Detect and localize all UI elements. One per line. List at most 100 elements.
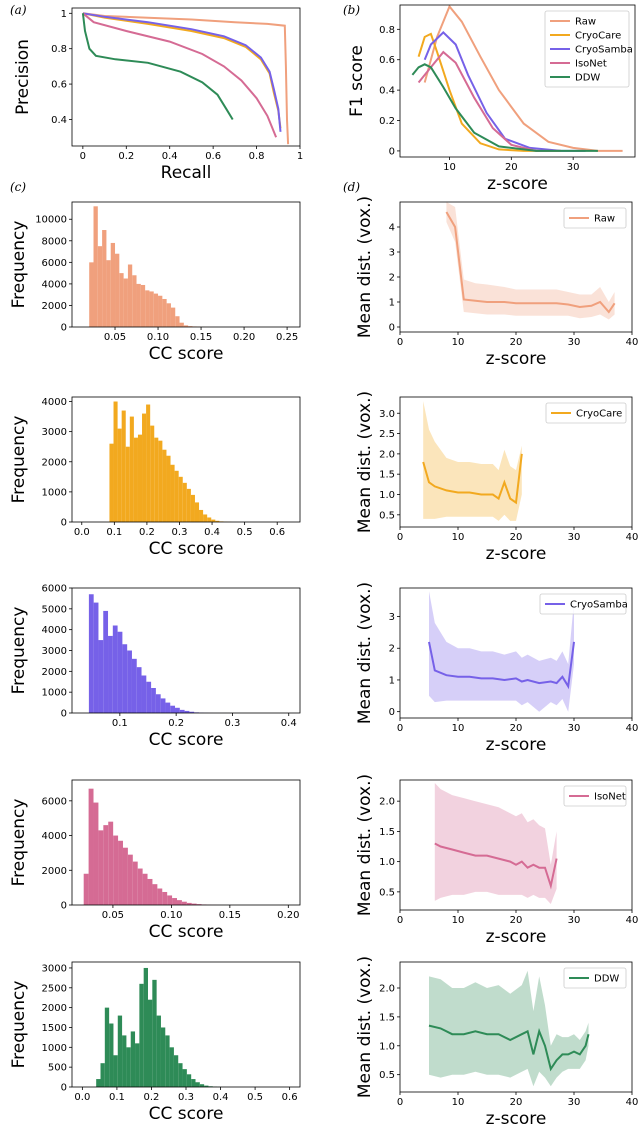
y-axis-label: Mean dist. (vox.) [355, 582, 375, 724]
axes-frame [71, 201, 301, 328]
histogram-bar [181, 901, 187, 905]
histogram-bar [93, 206, 98, 327]
x-tick-label: 0.10 [160, 910, 182, 921]
histogram-bar [166, 303, 171, 327]
series-line-raw [423, 4, 623, 152]
histogram-bar [189, 711, 195, 713]
x-tick-label: 0.4 [162, 151, 178, 162]
histogram-bar [141, 675, 147, 713]
histogram-bar [97, 246, 103, 327]
y-tick-label: 0 [389, 323, 395, 334]
x-tick-label: 20 [510, 915, 523, 926]
y-tick-label: 1.0 [379, 490, 395, 501]
x-tick-label: 10 [443, 162, 456, 173]
chart-hist-isonet: 0.05 0.10 0.15 0.20 0 2000 4000 6000 CC score Fre… [9, 779, 301, 942]
histogram-bar [152, 979, 157, 1087]
y-tick-label: 500 [48, 1063, 67, 1074]
histogram-bar [122, 847, 128, 905]
y-tick-label: 1.5 [379, 827, 395, 838]
x-tick-label: 40 [626, 1097, 639, 1108]
chart-hist-raw: 0.05 0.10 0.15 0.20 0.25 0 2000 4000 6000 8000 100… [9, 201, 301, 364]
histogram-bar [157, 888, 163, 905]
y-tick-label: 4 [389, 223, 395, 234]
histogram-bar [199, 509, 204, 522]
histogram-bar [117, 428, 122, 522]
x-tick-label: 1 [297, 151, 303, 162]
x-tick-label: 0.1 [106, 527, 122, 538]
x-tick-label: 0.2 [144, 1092, 160, 1103]
y-axis-label: F1 score [347, 45, 367, 117]
histogram-bar [175, 316, 180, 327]
y-tick-label: 2.0 [379, 449, 395, 460]
y-tick-label: 2000 [42, 1003, 67, 1014]
x-tick-label: 0.1 [109, 1092, 125, 1103]
y-tick-label: 3000 [42, 646, 67, 657]
x-tick-label: 20 [510, 532, 523, 543]
histogram-bar [136, 283, 141, 327]
y-tick-label: 0 [61, 1083, 67, 1094]
histogram-bar [169, 1047, 174, 1087]
histogram-bar [136, 667, 142, 713]
histogram-bar [89, 262, 94, 327]
histogram-bar [186, 1074, 192, 1087]
x-tick-label: 20 [510, 723, 523, 734]
histogram-bar [170, 464, 175, 522]
y-axis-label: Frequency [9, 981, 29, 1069]
histogram-bar [178, 476, 183, 522]
histogram-bar [170, 307, 176, 327]
histogram-bar [93, 602, 99, 713]
x-tick-label: 10 [452, 915, 465, 926]
legend-box [539, 593, 627, 615]
y-tick-label: 2000 [42, 301, 67, 312]
histogram-bar [153, 293, 159, 327]
histogram-bar [167, 895, 173, 905]
y-tick-label: 1.0 [379, 1041, 395, 1052]
x-tick-label: 20 [505, 162, 518, 173]
histogram-bar [190, 494, 195, 522]
axes-frame [71, 779, 301, 906]
histogram-bar [112, 625, 118, 713]
histogram-bar [147, 878, 153, 905]
x-tick-label: 40 [626, 915, 639, 926]
y-tick-label: 4000 [42, 279, 67, 290]
histogram-bar [174, 470, 179, 522]
y-tick-label: 0.8 [51, 44, 67, 55]
x-tick-label: 10 [452, 532, 465, 543]
histogram-bar [127, 854, 133, 905]
histogram-bar [108, 821, 114, 905]
histogram-bar [106, 260, 111, 327]
x-tick-label: 0 [397, 1097, 403, 1108]
x-tick-label: 0.6 [282, 1092, 298, 1103]
y-axis-label: Mean dist. (vox.) [355, 391, 375, 533]
histogram-bar [148, 999, 153, 1087]
x-tick-label: 10 [452, 723, 465, 734]
y-tick-label: 2000 [42, 667, 67, 678]
x-axis-label: z-score [486, 735, 547, 755]
y-tick-label: 4000 [42, 397, 67, 408]
mean-line [445, 211, 616, 314]
histogram-bar [122, 644, 128, 713]
chart-dist-ddw: 0 10 20 30 40 0.5 1.0 1.5 2.0 z-score Mean dist. (… [355, 956, 638, 1129]
y-axis-label: Frequency [9, 221, 29, 309]
y-tick-label: 1.5 [379, 1012, 395, 1023]
legend: DDW [563, 967, 627, 989]
x-axis-label: z-score [486, 1109, 547, 1129]
mean-line [422, 453, 523, 505]
histogram-bar [215, 520, 220, 522]
legend-label: CryoCare [576, 409, 622, 420]
legend-label: DDW [575, 73, 600, 84]
histogram-bar [160, 1027, 166, 1087]
histogram-bar [162, 298, 167, 327]
y-tick-label: 0.5 [379, 510, 395, 521]
histogram-bar [102, 230, 107, 327]
histogram-bar [123, 278, 128, 327]
legend-box [563, 207, 627, 229]
x-tick-label: 40 [626, 337, 639, 348]
histogram-bar [118, 840, 123, 905]
y-tick-label: 0.6 [379, 55, 395, 66]
histogram-bar [158, 295, 163, 327]
y-tick-label: 5000 [42, 604, 67, 615]
legend-label: Raw [575, 17, 596, 28]
histogram-bar [160, 698, 166, 713]
histogram-bar [109, 1023, 114, 1087]
